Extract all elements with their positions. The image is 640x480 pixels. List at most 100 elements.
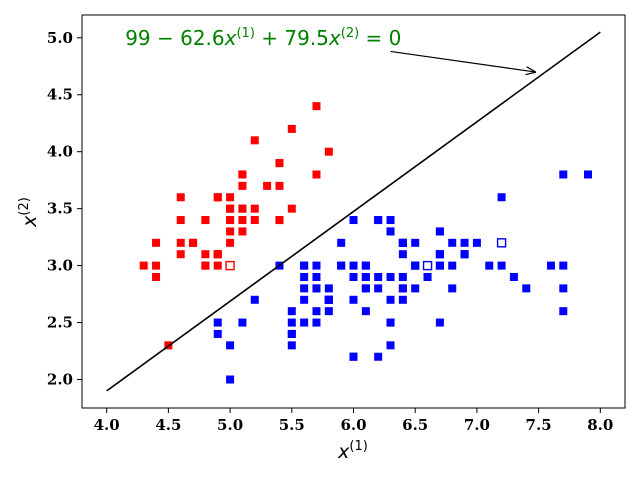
data-point [349,352,358,361]
data-point [300,261,309,270]
data-point [275,216,284,225]
data-point [213,250,222,259]
data-point-open [225,260,235,271]
data-point [213,329,222,338]
y-tick-label: 3.0 [47,257,73,275]
data-point [559,170,568,179]
data-point [201,261,210,270]
data-point [226,204,235,213]
data-point [300,318,309,327]
data-point [201,250,210,259]
equation-sup-2: (2) [341,26,359,41]
data-point [189,238,198,247]
data-point [398,238,407,247]
y-axis-ticks: 2.0 2.5 3.0 3.5 4.0 4.5 5.0 [47,29,82,389]
data-point [238,318,247,327]
data-point [398,284,407,293]
data-point [250,136,259,145]
data-point [213,318,222,327]
data-point [213,261,222,270]
equation-sup-1: (1) [236,26,254,41]
data-point [361,273,370,281]
data-point [374,273,383,281]
data-point [238,227,247,236]
y-axis-label: x(2) [17,197,41,228]
data-point [497,193,506,202]
data-point [411,261,420,270]
data-point [263,181,272,190]
x-tick-label: 6.0 [340,416,366,434]
data-point [349,216,358,225]
x-axis-label-sup: (1) [349,439,367,454]
data-point [324,307,333,316]
y-tick-label: 4.5 [47,86,73,104]
data-point [361,284,370,293]
x-tick-label: 4.0 [94,416,120,434]
y-tick-label: 4.0 [47,143,73,161]
data-point [152,273,161,281]
data-point [312,318,321,327]
y-axis-label-sup: (2) [17,197,32,215]
data-point [176,250,185,259]
data-point [374,216,383,225]
data-point [448,284,457,293]
data-point-open [496,238,507,248]
data-point [287,124,296,133]
data-point [250,295,259,304]
data-point [176,216,185,225]
x-tick-label: 4.5 [155,416,181,434]
y-axis-label-var: x [19,215,41,228]
data-point [559,261,568,270]
data-point [423,273,432,281]
data-point [361,307,370,316]
y-tick-label: 3.5 [47,200,73,218]
data-point [238,181,247,190]
data-point-open [422,260,433,271]
data-point [374,352,383,361]
data-point [349,295,358,304]
data-point [275,159,284,168]
y-tick-label: 2.5 [47,314,73,332]
y-tick-label: 2.0 [47,371,73,389]
data-point [300,284,309,293]
data-point [312,307,321,316]
decision-boundary-line [106,31,601,392]
data-point [324,284,333,293]
data-point [226,238,235,247]
data-point [435,261,444,270]
data-point [312,102,321,111]
data-point [152,238,161,247]
data-point [448,238,457,247]
data-point [386,273,395,281]
data-point [226,375,235,384]
data-point [435,227,444,236]
data-point [312,284,321,293]
data-point [226,227,235,236]
data-point [312,261,321,270]
data-point [275,181,284,190]
x-axis-ticks: 4.0 4.5 5.0 5.5 6.0 6.5 7.0 7.5 8.0 [94,408,613,434]
data-point [287,204,296,213]
data-point [509,273,518,281]
data-point [448,261,457,270]
data-point [226,341,235,350]
data-point [312,170,321,179]
x-tick-label: 5.0 [217,416,243,434]
data-point [349,261,358,270]
data-point [287,307,296,316]
x-tick-label: 6.5 [402,416,428,434]
data-point [250,216,259,225]
data-point [287,329,296,338]
x-axis-label-var: x [337,441,350,463]
data-point [497,261,506,270]
data-point [287,341,296,350]
data-point [337,261,346,270]
data-point [300,273,309,281]
data-point [250,204,259,213]
data-point [546,261,555,270]
data-point [411,284,420,293]
equation-part-end: = 0 [359,26,401,50]
data-point [349,273,358,281]
data-point [374,284,383,293]
data-point [435,250,444,259]
